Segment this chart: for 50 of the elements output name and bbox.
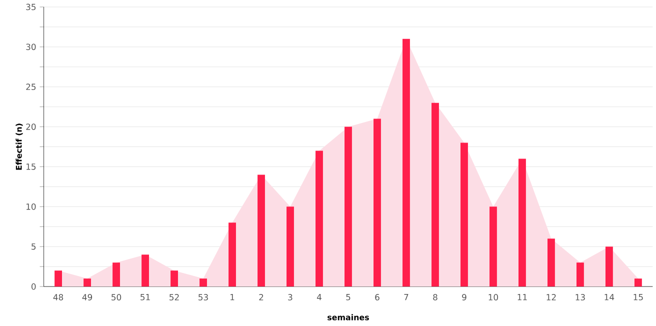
y-tick-label: 35 xyxy=(26,4,36,10)
x-tick-label: 4 xyxy=(316,294,322,300)
bar xyxy=(547,238,555,286)
x-tick-label: 13 xyxy=(576,294,585,300)
x-tick-label: 12 xyxy=(546,294,556,300)
y-tick-label: 30 xyxy=(26,44,36,50)
x-tick-label: 50 xyxy=(112,294,122,300)
bar xyxy=(634,278,642,286)
x-tick-label: 2 xyxy=(259,294,264,300)
x-tick-label: 52 xyxy=(170,294,179,300)
x-tick-label: 10 xyxy=(488,294,498,300)
x-tick-label: 6 xyxy=(375,294,380,300)
bar xyxy=(258,174,265,286)
x-tick-label: 51 xyxy=(140,294,150,300)
bar xyxy=(228,222,236,286)
x-tick-label: 11 xyxy=(518,294,527,300)
bar xyxy=(374,118,381,286)
x-tick-label: 9 xyxy=(462,294,466,300)
x-tick-label: 53 xyxy=(198,294,208,300)
x-tick-label: 3 xyxy=(288,294,292,300)
y-tick-label: 25 xyxy=(26,83,36,90)
bar xyxy=(316,150,323,286)
bar xyxy=(54,270,62,286)
bar xyxy=(344,126,352,286)
y-tick-label: 5 xyxy=(32,243,36,250)
x-tick-label: 1 xyxy=(230,294,234,300)
bar xyxy=(490,206,497,286)
bar xyxy=(460,142,468,286)
y-tick-label: 0 xyxy=(32,283,36,290)
bar xyxy=(518,158,526,286)
bar xyxy=(432,102,439,286)
bar xyxy=(142,254,149,286)
x-tick-label: 8 xyxy=(433,294,438,300)
bar xyxy=(576,262,584,286)
bar xyxy=(112,262,120,286)
x-tick-label: 7 xyxy=(404,294,408,300)
x-tick-label: 14 xyxy=(604,294,614,300)
bar xyxy=(200,278,207,286)
x-tick-label: 5 xyxy=(346,294,350,300)
x-tick-label: 15 xyxy=(634,294,643,300)
y-tick-label: 20 xyxy=(26,123,36,130)
bar xyxy=(286,206,294,286)
y-tick-label: 10 xyxy=(26,203,36,210)
bar xyxy=(605,246,613,286)
y-tick-label: 15 xyxy=(26,163,36,170)
bar xyxy=(402,38,410,286)
bar xyxy=(170,270,178,286)
x-tick-label: 48 xyxy=(53,294,64,300)
x-tick-label: 49 xyxy=(82,294,92,300)
bar xyxy=(84,278,91,286)
